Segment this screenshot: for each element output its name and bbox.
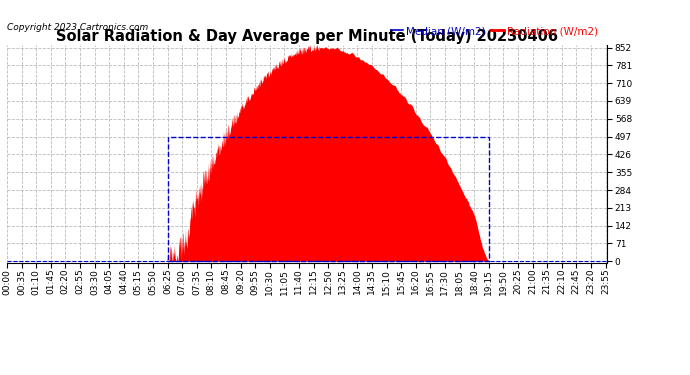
Legend: Median (W/m2), Radiation (W/m2): Median (W/m2), Radiation (W/m2) <box>386 22 602 40</box>
Text: Copyright 2023 Cartronics.com: Copyright 2023 Cartronics.com <box>7 23 148 32</box>
Title: Solar Radiation & Day Average per Minute (Today) 20230406: Solar Radiation & Day Average per Minute… <box>56 29 558 44</box>
